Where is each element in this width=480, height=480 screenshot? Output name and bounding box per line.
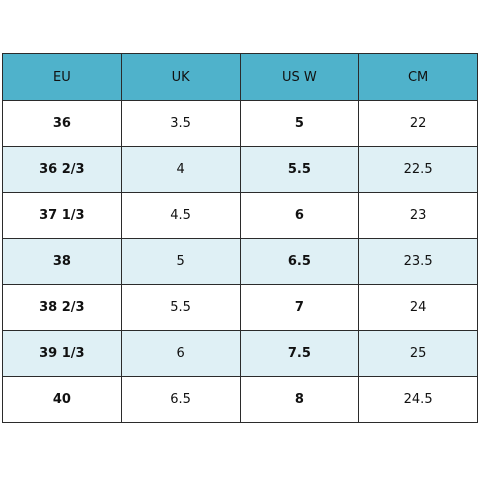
- table-row: 37 1/3 4.5 6 23: [2, 192, 478, 239]
- size-table-container: EU UK US W CM 36 3.5 5 22 36 2/3 4 5.5 22.5 37 1/3 4…: [2, 53, 478, 423]
- table-row: 40 6.5 8 24.5: [2, 376, 478, 423]
- table-cell: 40: [2, 376, 122, 423]
- table-body: 36 3.5 5 22 36 2/3 4 5.5 22.5 37 1/3 4.5 6 23 38 5 6.5…: [2, 100, 478, 423]
- table-cell: 36 2/3: [2, 146, 122, 193]
- table-cell: 7.5: [239, 330, 360, 377]
- table-row: 38 5 6.5 23.5: [2, 238, 478, 285]
- header-row: EU UK US W CM: [2, 53, 478, 101]
- table-cell: 25: [358, 330, 478, 377]
- table-cell: 5.5: [239, 146, 360, 193]
- table-cell: 6: [120, 330, 241, 377]
- size-table: EU UK US W CM 36 3.5 5 22 36 2/3 4 5.5 22.5 37 1/3 4…: [2, 53, 478, 423]
- table-cell: 22: [358, 100, 478, 147]
- table-cell: 36: [2, 100, 122, 147]
- table-row: 39 1/3 6 7.5 25: [2, 330, 478, 377]
- header-cell: CM: [358, 53, 478, 101]
- table-cell: 38 2/3: [2, 284, 122, 331]
- table-cell: 37 1/3: [2, 192, 122, 239]
- table-cell: 5: [120, 238, 241, 285]
- table-cell: 8: [239, 376, 360, 423]
- table-cell: 6.5: [239, 238, 360, 285]
- table-row: 38 2/3 5.5 7 24: [2, 284, 478, 331]
- table-cell: 7: [239, 284, 360, 331]
- table-cell: 3.5: [120, 100, 241, 147]
- table-cell: 38: [2, 238, 122, 285]
- header-cell: US W: [239, 53, 360, 101]
- table-cell: 24.5: [358, 376, 478, 423]
- table-cell: 39 1/3: [2, 330, 122, 377]
- table-row: 36 2/3 4 5.5 22.5: [2, 146, 478, 193]
- table-cell: 4: [120, 146, 241, 193]
- header-cell: EU: [2, 53, 122, 101]
- table-cell: 23: [358, 192, 478, 239]
- table-cell: 23.5: [358, 238, 478, 285]
- table-cell: 4.5: [120, 192, 241, 239]
- table-cell: 24: [358, 284, 478, 331]
- table-header: EU UK US W CM: [2, 53, 478, 101]
- table-cell: 22.5: [358, 146, 478, 193]
- table-cell: 6: [239, 192, 360, 239]
- table-row: 36 3.5 5 22: [2, 100, 478, 147]
- table-cell: 5.5: [120, 284, 241, 331]
- table-cell: 6.5: [120, 376, 241, 423]
- header-cell: UK: [120, 53, 241, 101]
- table-cell: 5: [239, 100, 360, 147]
